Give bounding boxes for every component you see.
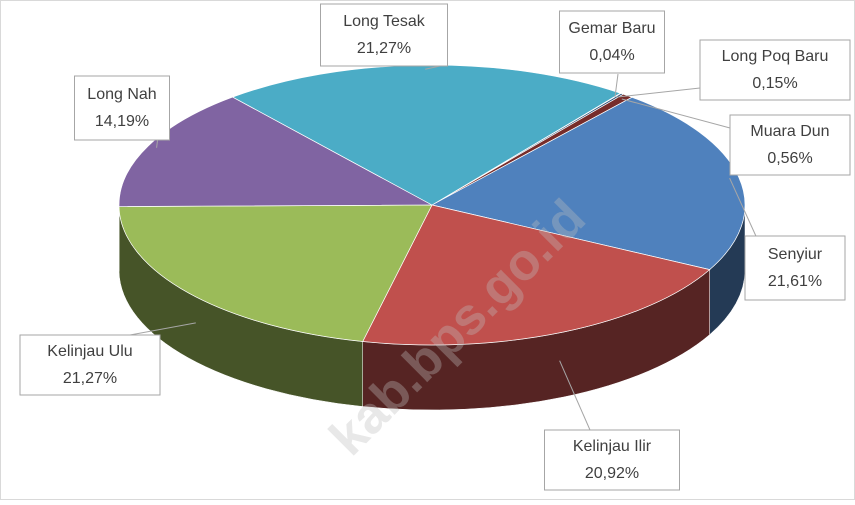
label-name: Kelinjau Ilir bbox=[573, 438, 652, 455]
label-value: 21,27% bbox=[357, 40, 411, 57]
label-name: Long Poq Baru bbox=[722, 48, 829, 65]
label-value: 21,27% bbox=[63, 370, 117, 387]
label-name: Senyiur bbox=[768, 246, 823, 263]
label-value: 0,04% bbox=[589, 47, 634, 64]
label-value: 14,19% bbox=[95, 113, 149, 130]
label-name: Long Nah bbox=[87, 86, 156, 103]
label-name: Kelinjau Ulu bbox=[47, 343, 132, 360]
label-value: 0,56% bbox=[767, 150, 812, 167]
label-value: 0,15% bbox=[752, 75, 797, 92]
label-name: Muara Dun bbox=[750, 123, 829, 140]
label-value: 20,92% bbox=[585, 465, 639, 482]
label-value: 21,61% bbox=[768, 273, 822, 290]
label-name: Long Tesak bbox=[343, 13, 426, 30]
label-name: Gemar Baru bbox=[568, 20, 655, 37]
